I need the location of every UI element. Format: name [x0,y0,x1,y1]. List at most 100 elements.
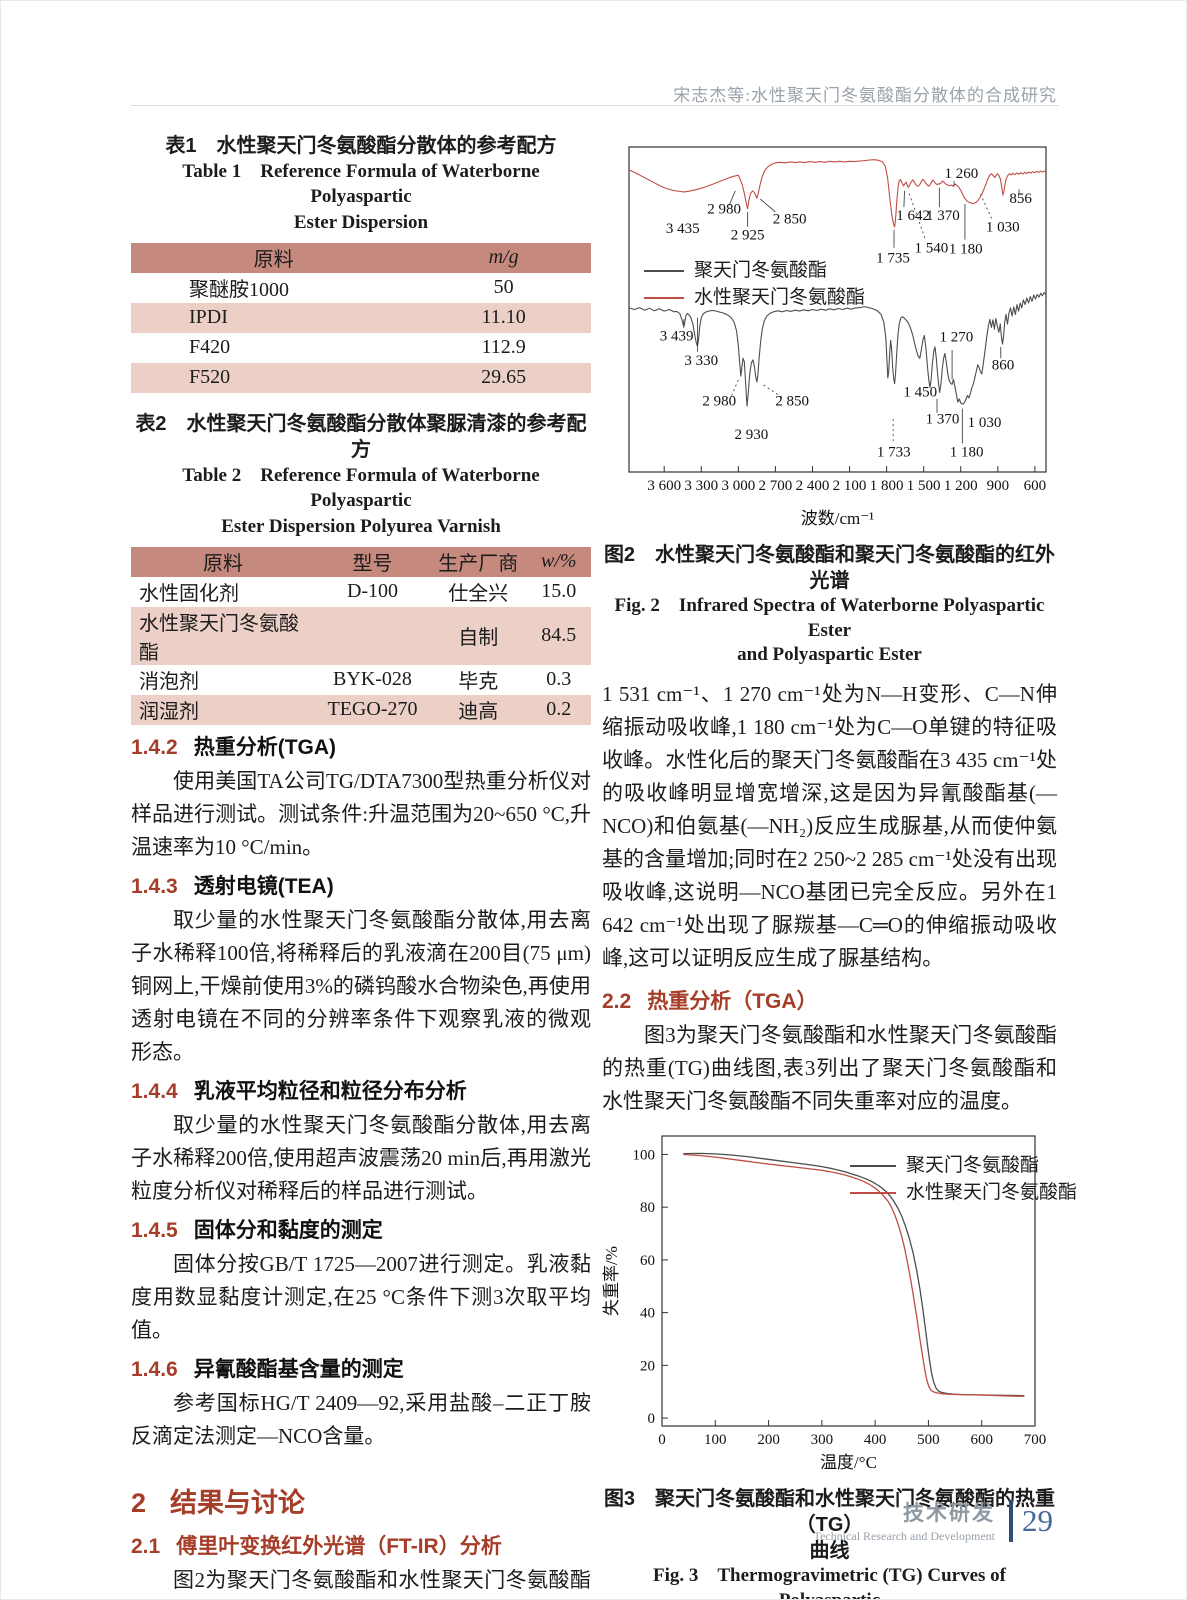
legend-label: 聚天门冬氨酸酯 [906,1155,1040,1177]
cell: 0.3 [546,668,572,691]
annotation-label: 2 980 [707,202,741,218]
x-tick-label: 3 000 [721,478,755,494]
series-line [683,1153,1025,1397]
figure2-caption-cn: 图2 水性聚天门冬氨酸酯和聚天门冬氨酸酯的红外光谱 [603,544,1056,592]
cell: BYK-028 [333,668,412,691]
annotation-label: 856 [1009,191,1032,207]
table-row: 消泡剂 BYK-028 毕克 0.3 [131,665,591,695]
y-tick-label: 60 [640,1253,655,1269]
x-tick-label: 3 300 [684,478,718,494]
heading-1-4-4: 1.4.4 乳液平均粒径和粒径分布分析 [131,1075,591,1105]
table-row: F520 29.65 [131,362,591,393]
table-row: IPDI 11.10 [131,302,591,333]
heading-text: 固体分和黏度的测定 [193,1218,383,1242]
cell: 聚醚胺1000 [189,279,289,302]
x-axis-label: 波数/cm⁻¹ [801,509,875,528]
table2-col-wt: w/% [526,546,591,577]
annotation-label: 2 850 [773,211,807,227]
cell: F520 [131,362,417,393]
annotation-label: 3 439 [660,328,694,344]
cell: F420 [189,336,231,359]
annotation-label: 2 925 [731,228,765,244]
annotation-label: 1 260 [944,166,978,182]
heading-2: 2 结果与讨论 [131,1481,591,1520]
series-line [628,292,1047,407]
heading-1-4-2: 1.4.2 热重分析(TGA) [131,731,591,761]
annotation-line [907,190,926,239]
annotation-label: 1 180 [950,444,984,460]
black-line-icon [850,1164,896,1167]
figure3: 0 100 200 300 400 500 600 700 0 20 40 60 80 100 温度/°C 失… [602,1130,1077,1480]
figure3-caption-cn-1: 图3 聚天门冬氨酸酯和水性聚天门冬氨酸酯的热重（TG） [603,1488,1056,1537]
table-row: 润湿剂 TEGO-270 迪高 0.2 [131,694,591,725]
paragraph-2-1-a: 图2为聚天门冬氨酸酯和水性聚天门冬氨酸酯的红外光谱图。 [173,1567,591,1592]
annotation-label: 860 [992,358,1015,374]
table1-col-material: 原料 [131,242,417,273]
annotation-label: 1 540 [914,241,948,257]
cell: 自制 [430,606,527,665]
heading-number: 1.4.2 [131,735,178,759]
figure3-legend: 聚天门冬氨酸酯 水性聚天门冬氨酸酯 [850,1152,1077,1206]
table1-caption: 表1 水性聚天门冬氨酸酯分散体的参考配方 Table 1 Reference F… [131,133,591,235]
table2-col-model: 型号 [315,546,430,577]
x-tick-label: 900 [987,478,1010,494]
table2: 原料 型号 生产厂商 w/% 水性固化剂 D-100 仕全兴 15.0 水性聚天门冬氨… [131,546,591,725]
table-row: 水性固化剂 D-100 仕全兴 15.0 [131,577,591,607]
table1-title-en-1: Table 1 Reference Formula of Waterborne … [182,161,540,208]
cell: 15.0 [541,580,577,603]
cell: TEGO-270 [315,694,430,725]
x-tick-label: 400 [864,1432,887,1448]
cell: 11.10 [416,302,591,333]
heading-number: 1.4.3 [131,874,178,898]
running-head: 宋志杰等:水性聚天门冬氨酸酯分散体的合成研究 [673,86,1057,105]
x-tick-label: 1 800 [870,478,904,494]
x-tick-label: 200 [757,1432,780,1448]
table2-title-en-1: Table 2 Reference Formula of Waterborne … [182,465,540,512]
y-tick-label: 100 [633,1148,656,1164]
cell: 润湿剂 [131,694,315,725]
table1-header-row: 原料 m/g [131,242,591,273]
x-axis-label: 温度/°C [820,1453,877,1472]
paragraph-1-4-4: 取少量的水性聚天门冬氨酸酯分散体,用去离子水稀释200倍,使用超声波震荡20 m… [131,1112,591,1203]
heading-text: 乳液平均粒径和粒径分布分析 [193,1079,467,1103]
legend-label: 水性聚天门冬氨酸酯 [906,1182,1078,1204]
x-tick-label: 300 [811,1432,834,1448]
legend-item: 水性聚天门冬氨酸酯 [850,1179,1077,1206]
paragraph-ir-continuation: 1 531 cm⁻¹、1 270 cm⁻¹处为N—H变形、C—N伸缩振动吸收峰,… [602,682,1057,971]
table2-title-en-2: Ester Dispersion Polyurea Varnish [221,515,501,537]
figure2-legend: 聚天门冬氨酸酯 水性聚天门冬氨酸酯 [644,257,865,311]
table1-col-mass: m/g [416,242,591,273]
cell: 水性聚天门冬氨酸酯 [131,606,315,665]
annotation-label: 3 330 [684,353,718,369]
cell: 毕克 [458,671,499,694]
heading-1-4-5: 1.4.5 固体分和黏度的测定 [131,1214,591,1244]
cell: 迪高 [430,694,527,725]
y-tick-label: 0 [648,1411,656,1427]
legend-item: 水性聚天门冬氨酸酯 [644,284,865,311]
legend-item: 聚天门冬氨酸酯 [850,1152,1077,1179]
table2-header-row: 原料 型号 生产厂商 w/% [131,546,591,577]
red-line-icon [850,1191,896,1194]
figure2-caption-en-2: and Polyaspartic Ester [737,644,922,666]
ir-spectra-chart: 3 600 3 300 3 000 2 700 2 400 2 100 1 800 1 500… [628,146,1047,528]
table1: 原料 m/g 聚醚胺1000 50 IPDI 11.10 F420 112.9 F52… [131,242,591,393]
x-tick-label: 2 100 [833,478,867,494]
legend-label: 水性聚天门冬氨酸酯 [694,287,866,308]
cell: 50 [493,276,514,299]
annotation-label: 1 370 [926,411,960,427]
cell: D-100 [346,580,399,603]
black-line-icon [644,269,684,272]
left-column: 表1 水性聚天门冬氨酸酯分散体的参考配方 Table 1 Reference F… [131,123,591,1599]
annotation-label: 3 435 [666,221,700,237]
figure3-caption-en-1: Fig. 3 Thermogravimetric (TG) Curves of … [653,1565,1006,1599]
figure3-caption-cn-2: 曲线 [809,1540,850,1563]
heading-number: 1.4.4 [131,1079,178,1103]
heading-text: 异氰酸酯基含量的测定 [193,1357,404,1381]
annotation-label: 1 370 [926,208,960,224]
x-tick-label: 1 500 [907,478,941,494]
legend-item: 聚天门冬氨酸酯 [644,257,865,284]
x-tick-label: 500 [917,1432,940,1448]
heading-text: 透射电镜(TEA) [193,874,334,898]
footer-divider [1009,1499,1013,1542]
annotation-line [728,190,736,206]
